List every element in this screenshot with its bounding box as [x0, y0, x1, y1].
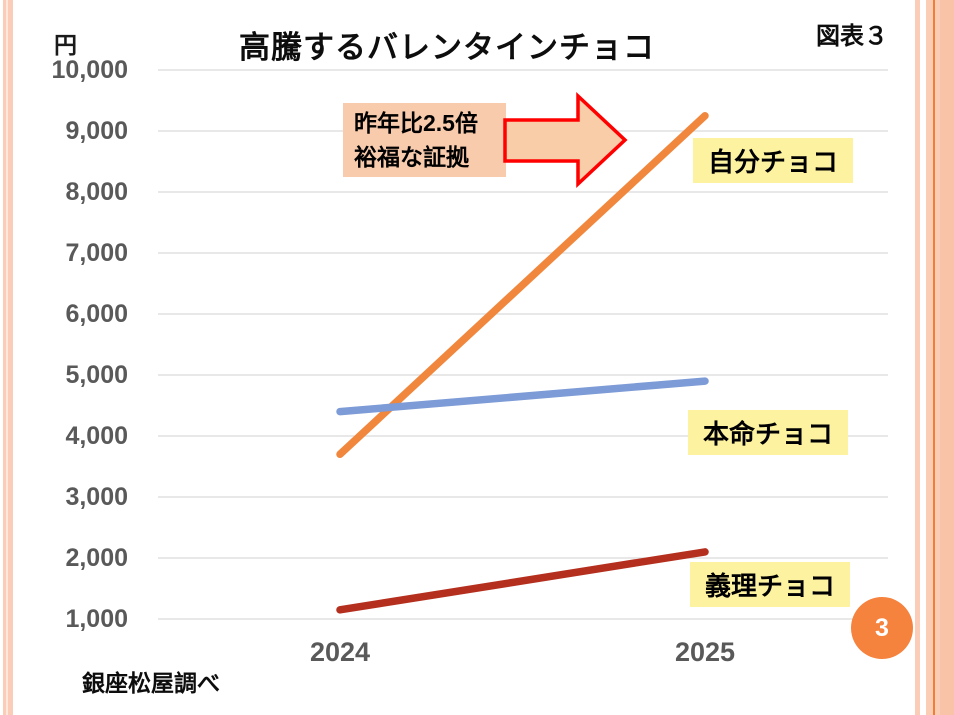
y-tick-label: 3,000 [65, 483, 128, 511]
page-number: 3 [875, 613, 889, 642]
series-label-giri-choco: 義理チョコ [690, 562, 851, 607]
y-tick-label: 2,000 [65, 544, 128, 572]
x-tick-label: 2025 [674, 637, 736, 667]
y-tick-label: 6,000 [65, 300, 128, 328]
source-note: 銀座松屋調べ [82, 670, 220, 696]
series-line-0 [336, 112, 709, 459]
right-arrow-icon [503, 91, 628, 189]
y-tick-label: 8,000 [65, 178, 128, 206]
page-number-badge: 3 [851, 597, 913, 659]
annotation-line2: 裕福な証拠 [354, 144, 469, 170]
chart-title: 高騰するバレンタインチョコ [239, 30, 655, 65]
annotation-callout: 昨年比2.5倍 裕福な証拠 [343, 103, 506, 177]
y-tick-label: 10,000 [51, 56, 128, 84]
annotation-line1: 昨年比2.5倍 [354, 110, 478, 136]
series-line-2 [336, 548, 709, 614]
series-line-1 [336, 377, 709, 416]
right-border-stripes [915, 0, 954, 715]
series-label-honmei-choco: 本命チョコ [688, 410, 849, 455]
figure-number-label: 図表３ [816, 23, 888, 50]
right-arrow-shape [503, 91, 628, 189]
y-tick-label: 1,000 [65, 605, 128, 633]
y-tick-label: 9,000 [65, 117, 128, 145]
y-tick-label: 5,000 [65, 361, 128, 389]
y-tick-label: 7,000 [65, 239, 128, 267]
left-border-stripe [3, 0, 13, 715]
series-label-jibun-choco: 自分チョコ [693, 138, 854, 183]
y-axis-unit-label: 円 [54, 32, 77, 58]
x-tick-label: 2024 [309, 637, 371, 667]
y-tick-label: 4,000 [65, 422, 128, 450]
